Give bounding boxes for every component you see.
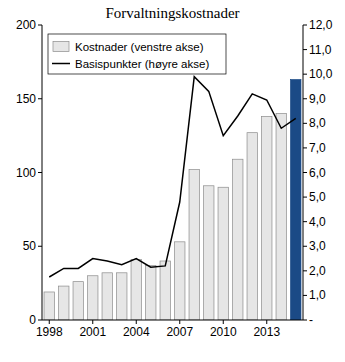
y2-tick-label: 9,0 bbox=[309, 92, 326, 106]
y2-tick-label: 6,0 bbox=[309, 166, 326, 180]
x-tick-label: 2001 bbox=[79, 325, 106, 339]
plot-area bbox=[44, 77, 301, 320]
y2-tick-label: 8,0 bbox=[309, 116, 326, 130]
y2-tick-label: 3,0 bbox=[309, 239, 326, 253]
x-axis bbox=[42, 320, 303, 321]
x-tick bbox=[266, 320, 267, 324]
bar bbox=[146, 265, 156, 320]
y-tick bbox=[38, 246, 42, 247]
title: Forvaltningskostnader bbox=[105, 5, 239, 21]
bar bbox=[247, 133, 257, 320]
bar bbox=[276, 114, 286, 321]
y2-tick-label: 4,0 bbox=[309, 215, 326, 229]
x-tick-label: 2010 bbox=[210, 325, 237, 339]
bar bbox=[218, 187, 228, 320]
y2-tick bbox=[303, 123, 307, 124]
y2-tick-label: 10,0 bbox=[309, 67, 333, 81]
y-tick bbox=[38, 98, 42, 99]
legend-label: Basispunkter (høyre akse) bbox=[75, 58, 209, 70]
bar bbox=[44, 292, 54, 320]
y2-tick bbox=[303, 74, 307, 75]
y2-tick bbox=[303, 172, 307, 173]
y2-tick-label: 5,0 bbox=[309, 190, 326, 204]
bar bbox=[291, 80, 301, 320]
y2-tick bbox=[303, 25, 307, 26]
bar bbox=[262, 116, 272, 320]
bar bbox=[73, 282, 83, 320]
bar bbox=[117, 273, 127, 320]
y2-tick bbox=[303, 320, 307, 321]
x-tick bbox=[49, 320, 50, 324]
x-tick bbox=[92, 320, 93, 324]
y2-tick-label: - bbox=[309, 313, 313, 327]
y2-tick-label: 11,0 bbox=[309, 43, 332, 57]
y-tick bbox=[38, 172, 42, 173]
x-tick bbox=[136, 320, 137, 324]
bar bbox=[160, 261, 170, 320]
y-tick bbox=[38, 320, 42, 321]
y-tick-label: 150 bbox=[16, 92, 36, 106]
legend-swatch bbox=[53, 42, 69, 52]
y-tick-label: 100 bbox=[16, 166, 36, 180]
y2-tick bbox=[303, 295, 307, 296]
y2-tick bbox=[303, 147, 307, 148]
legend: Kostnader (venstre akse) Basispunkter (hø… bbox=[48, 34, 226, 74]
bar bbox=[204, 186, 214, 320]
bar bbox=[88, 276, 98, 320]
legend-box bbox=[48, 34, 226, 74]
bar bbox=[189, 170, 199, 320]
y2-tick-label: 1,0 bbox=[309, 288, 326, 302]
y-tick-label: 200 bbox=[16, 18, 36, 32]
bar bbox=[175, 242, 185, 320]
y2-tick-label: 7,0 bbox=[309, 141, 326, 155]
y-tick-label: 50 bbox=[23, 239, 37, 253]
x-tick-label: 2013 bbox=[253, 325, 280, 339]
bar bbox=[233, 159, 243, 320]
bar bbox=[131, 260, 141, 320]
y2-tick-label: 12,0 bbox=[309, 18, 333, 32]
x-tick bbox=[223, 320, 224, 324]
y2-tick bbox=[303, 270, 307, 271]
y2-tick bbox=[303, 221, 307, 222]
y2-tick bbox=[303, 49, 307, 50]
y2-tick bbox=[303, 98, 307, 99]
y2-tick bbox=[303, 197, 307, 198]
x-tick-label: 2007 bbox=[166, 325, 193, 339]
y2-tick bbox=[303, 246, 307, 247]
x-tick bbox=[179, 320, 180, 324]
line bbox=[49, 77, 296, 277]
y-tick bbox=[38, 25, 42, 26]
legend-swatch bbox=[52, 63, 70, 65]
x-tick-label: 2004 bbox=[123, 325, 150, 339]
chart: Forvaltningskostnader050100150200-1,02,0… bbox=[0, 0, 345, 362]
x-tick-label: 1998 bbox=[36, 325, 63, 339]
y2-tick-label: 2,0 bbox=[309, 264, 326, 278]
legend-label: Kostnader (venstre akse) bbox=[75, 41, 204, 53]
bar bbox=[102, 273, 112, 320]
bar bbox=[59, 286, 69, 320]
